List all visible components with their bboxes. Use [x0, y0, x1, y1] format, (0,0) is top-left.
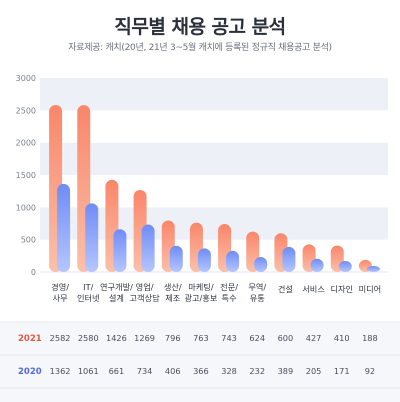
x-category-label: 서비스	[302, 284, 325, 294]
x-category-label: 경영/사무	[51, 282, 69, 303]
bar-2020	[169, 245, 183, 272]
x-category-label: 생산/제조	[164, 282, 182, 303]
grid-band	[40, 175, 388, 208]
bar-2020	[57, 183, 71, 272]
table-cell: 734	[137, 366, 153, 376]
table-cell: 406	[165, 366, 181, 376]
table-cell: 600	[278, 333, 294, 343]
table-cell: 661	[109, 366, 125, 376]
bar-2020	[366, 266, 380, 272]
y-tick-label: 1500	[16, 171, 36, 180]
x-category-label: 영업/고객상담	[130, 282, 161, 303]
table-year-label: 2020	[18, 367, 42, 377]
y-tick-label: 3000	[16, 74, 36, 83]
x-category-label: 건설	[278, 284, 293, 294]
table-cell: 2580	[78, 333, 99, 343]
x-category-label: 무역/유통	[248, 282, 266, 303]
grid-band	[40, 142, 388, 175]
x-category-label: 마케팅/광고/홍보	[184, 282, 217, 303]
chart-title: 직무별 채용 공고 분석	[114, 16, 286, 38]
bar-2020	[141, 224, 155, 272]
y-tick-label: 2500	[16, 106, 36, 115]
bar-2020	[338, 260, 352, 272]
y-tick-label: 1000	[16, 203, 36, 212]
y-tick-label: 2000	[16, 139, 36, 148]
table-cell: 1269	[134, 333, 155, 343]
bar-2020	[197, 248, 211, 272]
table-year-label: 2021	[18, 334, 42, 344]
table-cell: 796	[165, 333, 181, 343]
y-tick-label: 500	[21, 236, 36, 245]
bar-2020	[226, 250, 240, 272]
table-cell: 188	[362, 333, 378, 343]
table-cell: 1426	[106, 333, 127, 343]
table-cell: 624	[249, 333, 265, 343]
x-category-label: 미디어	[359, 284, 382, 294]
grid-band	[40, 78, 388, 111]
table-cell: 328	[221, 366, 237, 376]
table-cell: 366	[193, 366, 209, 376]
bar-2020	[310, 258, 324, 272]
x-category-label: IT/인터넷	[77, 282, 100, 303]
table-background	[0, 322, 400, 402]
table-cell: 427	[306, 333, 322, 343]
table-cell: 410	[334, 333, 350, 343]
table-cell: 2582	[50, 333, 71, 343]
x-category-label: 연구개발/설계	[100, 282, 133, 303]
table-cell: 763	[193, 333, 209, 343]
chart-subtitle: 자료제공: 캐치(20년, 21년 3~5월 캐치에 등록된 정규직 채용공고 …	[68, 43, 332, 53]
table-cell: 1061	[78, 366, 99, 376]
grid-band	[40, 110, 388, 143]
y-tick-label: 0	[31, 268, 36, 277]
table-cell: 171	[334, 366, 350, 376]
table-cell: 743	[221, 333, 237, 343]
bar-2020	[113, 229, 127, 272]
bar-2020	[282, 246, 296, 272]
table-cell: 1362	[50, 366, 71, 376]
bar-2020	[85, 203, 99, 272]
table-cell: 205	[306, 366, 322, 376]
table-cell: 92	[365, 366, 375, 376]
x-category-label: 디자인	[330, 284, 353, 294]
table-cell: 389	[278, 366, 294, 376]
table-cell: 232	[249, 366, 265, 376]
x-category-label: 전문/특수	[220, 282, 238, 303]
bar-2020	[254, 256, 268, 272]
